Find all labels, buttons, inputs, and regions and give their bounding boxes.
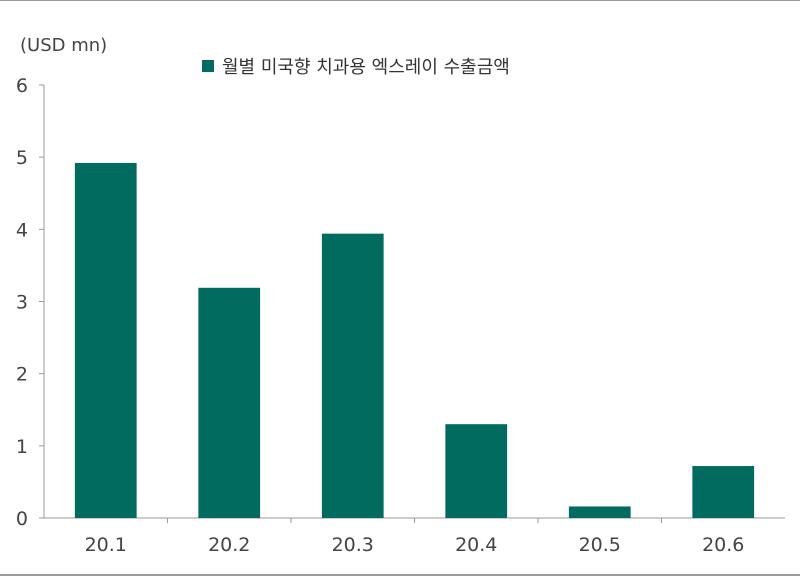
y-axis-ticks: 0 1 2 3 4 5 6 — [16, 75, 44, 530]
legend-entry: 월별 미국향 치과용 엑스레이 수출금액 — [222, 57, 510, 78]
x-tick-label: 20.2 — [208, 534, 250, 556]
x-tick-label: 20.6 — [702, 534, 744, 556]
x-tick-label: 20.1 — [85, 534, 127, 556]
y-tick-label: 2 — [16, 364, 28, 386]
x-tick-label: 20.3 — [332, 534, 374, 556]
y-tick-label: 3 — [16, 292, 28, 314]
y-tick-label: 0 — [16, 508, 28, 530]
bar-20.2 — [198, 287, 261, 518]
bar-20.6 — [692, 466, 755, 518]
bar-20.5 — [568, 506, 631, 518]
y-tick-label: 5 — [16, 147, 28, 169]
y-axis-unit-label: (USD mn) — [20, 35, 107, 56]
bars-group — [74, 162, 755, 518]
x-tick-label: 20.4 — [455, 534, 497, 556]
legend-swatch — [202, 60, 214, 72]
x-axis-ticks: 20.1 20.2 20.3 20.4 20.5 20.6 — [85, 518, 744, 556]
y-tick-label: 6 — [16, 75, 28, 97]
bar-20.1 — [74, 162, 137, 518]
y-tick-label: 1 — [16, 436, 28, 458]
bar-20.3 — [321, 233, 384, 518]
bar-20.4 — [445, 424, 508, 518]
y-tick-label: 4 — [16, 219, 28, 241]
x-tick-label: 20.5 — [579, 534, 621, 556]
